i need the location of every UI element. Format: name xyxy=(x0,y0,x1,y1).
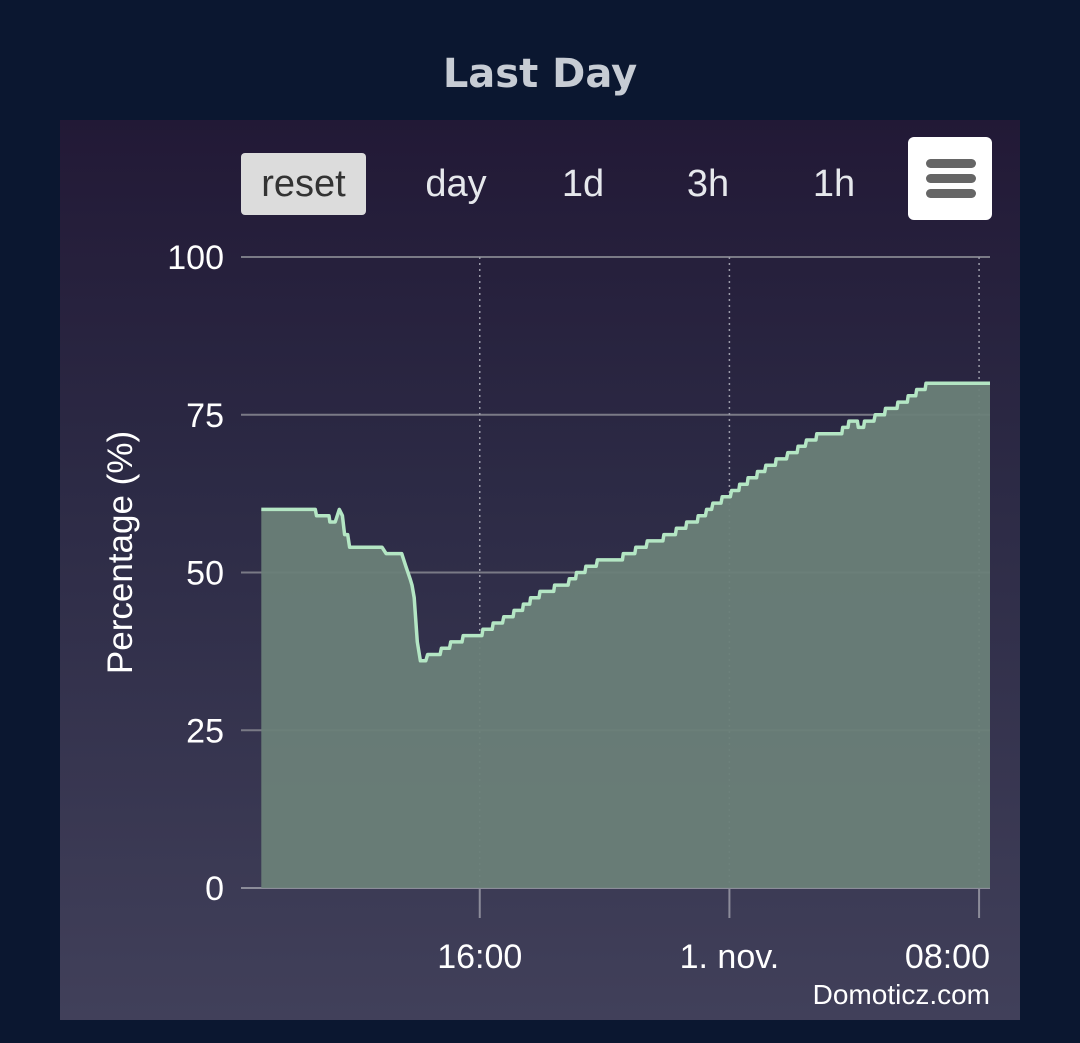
series-area xyxy=(261,383,990,888)
y-tick-label: 50 xyxy=(186,555,224,593)
page-title: Last Day xyxy=(442,51,638,97)
chart-credit: Domoticz.com xyxy=(813,979,990,1010)
chart-area: 0 25 50 75 100 16:00 1. nov. 08:00 Percentage (%… xyxy=(101,239,990,1010)
range-1h-button[interactable]: 1h xyxy=(812,163,856,205)
y-tick-label: 100 xyxy=(167,239,224,277)
y-tick-label: 0 xyxy=(205,870,224,908)
y-tick-label: 75 xyxy=(186,397,224,435)
chart-panel: 0 25 50 75 100 16:00 1. nov. 08:00 Percentage (%… xyxy=(60,120,1020,1020)
y-axis-title: Percentage (%) xyxy=(101,431,140,674)
x-tick-label: 08:00 xyxy=(905,938,990,976)
range-3h-button[interactable]: 3h xyxy=(686,163,730,205)
series-line xyxy=(261,381,990,663)
y-tick-label: 25 xyxy=(186,712,224,750)
x-tick-label: 1. nov. xyxy=(680,938,780,976)
x-tick-label: 16:00 xyxy=(437,938,522,976)
range-day-button[interactable]: day xyxy=(425,163,487,205)
chart-menu-button[interactable] xyxy=(908,137,992,220)
range-1d-button[interactable]: 1d xyxy=(561,163,605,205)
reset-button[interactable]: reset xyxy=(241,153,366,215)
